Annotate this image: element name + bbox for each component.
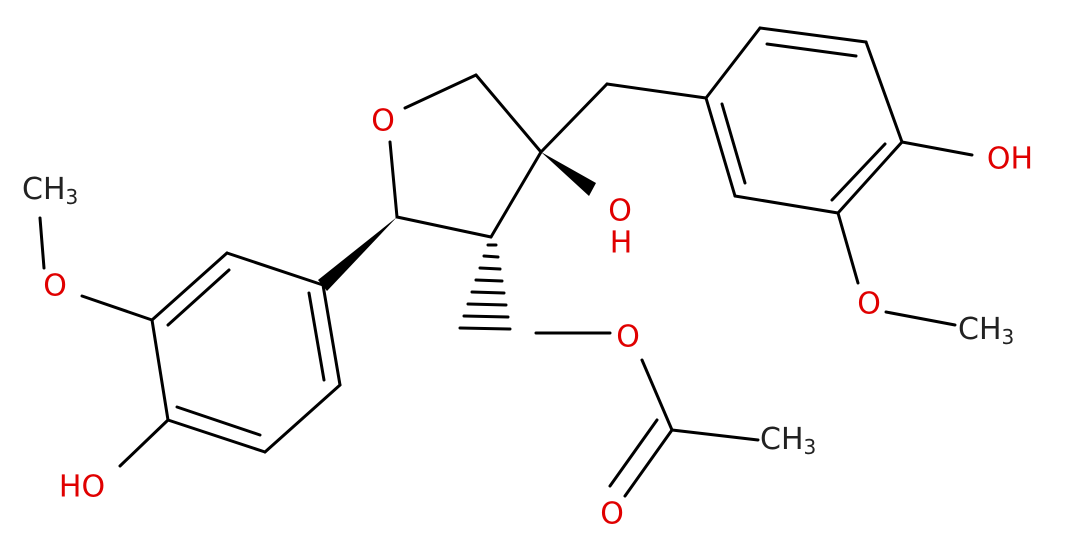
atom-label: O bbox=[43, 269, 67, 304]
atom-label: O bbox=[371, 104, 395, 139]
atom-labels: O O H OH O CH3 O O CH3 CH3 O HO bbox=[22, 104, 1033, 532]
wedge-bond bbox=[318, 217, 397, 291]
atom-label: CH3 bbox=[22, 172, 78, 209]
hashed-bond bbox=[458, 243, 512, 331]
bonds bbox=[38, 26, 974, 498]
atom-label: H bbox=[610, 226, 633, 261]
wedge-bond bbox=[541, 152, 596, 196]
atom-label-text: CH bbox=[760, 422, 804, 457]
atom-label: CH3 bbox=[760, 422, 816, 459]
atom-label-subscript: 3 bbox=[804, 435, 817, 459]
atom-label: O bbox=[616, 320, 640, 355]
atom-label: O bbox=[608, 194, 632, 229]
atom-label-subscript: 3 bbox=[66, 185, 79, 209]
atom-label: CH3 bbox=[958, 312, 1014, 349]
atom-label-subscript: 3 bbox=[1002, 325, 1015, 349]
atom-label: OH bbox=[987, 142, 1033, 177]
atom-label: O bbox=[857, 287, 881, 322]
atom-label-text: CH bbox=[958, 312, 1002, 347]
atom-label-text: CH bbox=[22, 172, 66, 207]
atom-label: O bbox=[600, 497, 624, 532]
atom-label: HO bbox=[59, 470, 105, 505]
